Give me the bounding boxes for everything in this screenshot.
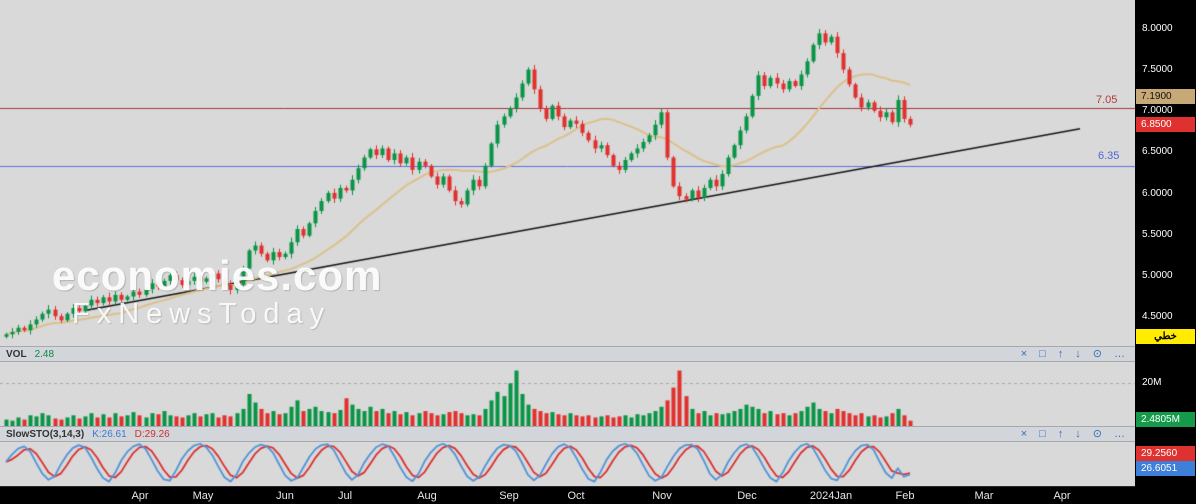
time-axis-label: Aug xyxy=(417,490,437,502)
move-down-icon[interactable]: ↓ xyxy=(1075,427,1081,440)
volume-pane-header: VOL 2.48 × □ ↑ ↓ ⊙ … xyxy=(0,346,1135,362)
price-tick: 5.5000 xyxy=(1142,229,1173,240)
volume-pane-toolbar: × □ ↑ ↓ ⊙ … xyxy=(1020,347,1129,360)
sto-pane-toolbar: × □ ↑ ↓ ⊙ … xyxy=(1020,427,1129,440)
close-icon[interactable]: × xyxy=(1020,427,1028,440)
move-up-icon[interactable]: ↑ xyxy=(1057,347,1064,360)
time-axis-label: 2024Jan xyxy=(809,490,853,502)
sto-k-value: K:26.61 xyxy=(92,428,127,440)
sto-d-value: D:29.26 xyxy=(134,428,170,440)
maximize-icon[interactable]: □ xyxy=(1039,347,1046,360)
price-tick: 6.0000 xyxy=(1142,188,1173,199)
scale-mode-badge[interactable]: خطي xyxy=(1136,329,1195,344)
close-icon[interactable]: × xyxy=(1020,347,1028,360)
sto-k-badge: 26.6051 xyxy=(1136,461,1195,476)
volume-pane-value: 2.48 xyxy=(34,348,55,360)
more-icon[interactable]: … xyxy=(1114,427,1125,440)
volume-chart-canvas[interactable] xyxy=(0,362,1135,426)
last-price-badge: 6.8500 xyxy=(1136,117,1195,132)
time-axis-label: Apr xyxy=(131,490,149,502)
more-icon[interactable]: … xyxy=(1114,347,1125,360)
time-axis-label: Sep xyxy=(499,490,519,502)
time-axis: Apr May Jun Jul Aug Sep Oct Nov Dec 2024… xyxy=(0,486,1135,504)
price-tick: 7.0000 xyxy=(1142,105,1173,116)
time-axis-label: Feb xyxy=(895,490,915,502)
sto-pane-header: SlowSTO(3,14,3) K:26.61 D:29.26 × □ ↑ ↓ … xyxy=(0,426,1135,442)
price-tick: 4.5000 xyxy=(1142,311,1173,322)
price-tick: 7.5000 xyxy=(1142,64,1173,75)
price-tick: 5.0000 xyxy=(1142,270,1173,281)
move-down-icon[interactable]: ↓ xyxy=(1075,347,1081,360)
alert-price-badge: 7.1900 xyxy=(1136,89,1195,104)
time-axis-label: Nov xyxy=(652,490,672,502)
time-axis-label: Apr xyxy=(1053,490,1071,502)
price-axis-panel[interactable]: 8.0000 7.5000 7.0000 6.5000 6.0000 5.500… xyxy=(1135,0,1196,504)
time-axis-label: May xyxy=(192,490,214,502)
sto-d-badge: 29.2560 xyxy=(1136,446,1195,461)
price-chart-canvas[interactable] xyxy=(0,0,1135,346)
time-axis-label: Jun xyxy=(276,490,294,502)
move-up-icon[interactable]: ↑ xyxy=(1057,427,1064,440)
time-axis-label: Mar xyxy=(974,490,994,502)
hline-price-label-705: 7.05 xyxy=(1096,94,1118,106)
price-tick: 8.0000 xyxy=(1142,23,1173,34)
settings-icon[interactable]: ⊙ xyxy=(1092,427,1102,440)
time-axis-label: Dec xyxy=(737,490,757,502)
time-axis-label: Jul xyxy=(337,490,353,502)
hline-price-label-635: 6.35 xyxy=(1098,150,1120,162)
volume-grid-label: 20M xyxy=(1142,377,1162,388)
settings-icon[interactable]: ⊙ xyxy=(1092,347,1102,360)
volume-pane-title: VOL xyxy=(6,348,27,360)
volume-last-badge: 2.4805M xyxy=(1136,412,1195,427)
time-axis-label: Oct xyxy=(567,490,585,502)
maximize-icon[interactable]: □ xyxy=(1039,427,1046,440)
sto-chart-canvas[interactable] xyxy=(0,442,1135,486)
sto-pane-title: SlowSTO(3,14,3) xyxy=(6,428,85,440)
price-tick: 6.5000 xyxy=(1142,146,1173,157)
